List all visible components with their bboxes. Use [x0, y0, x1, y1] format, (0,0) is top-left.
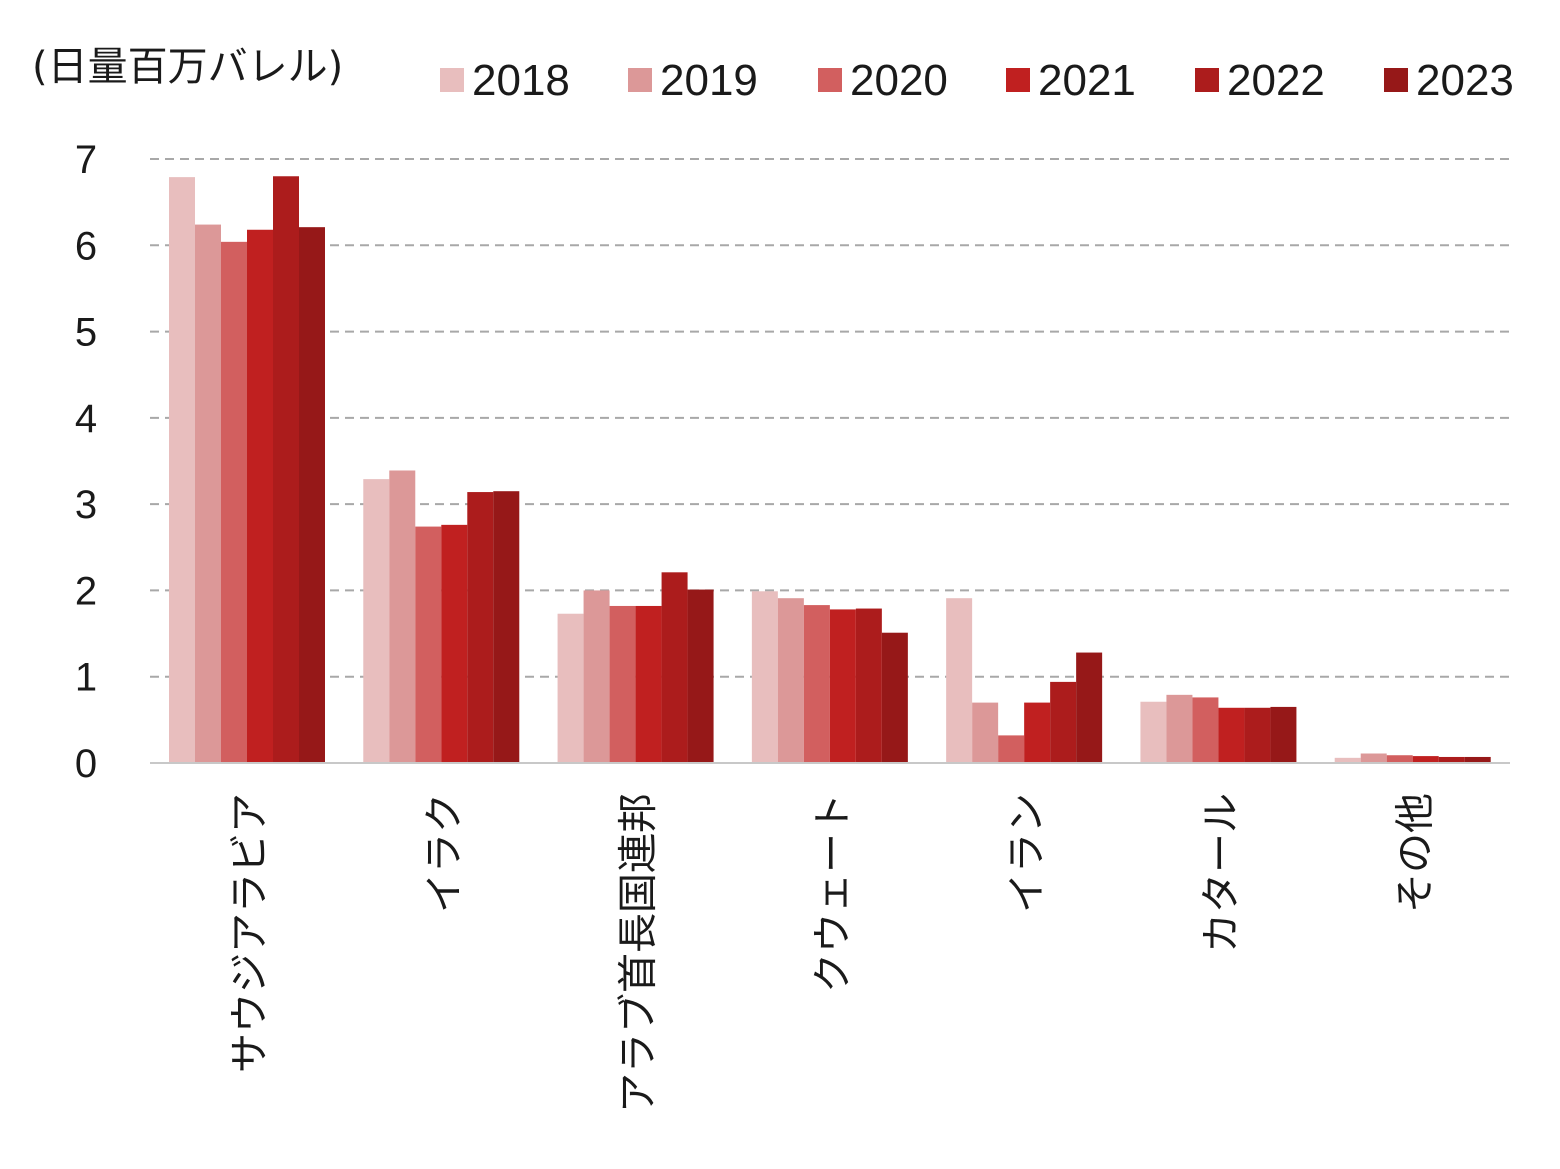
legend-swatch — [440, 68, 464, 92]
bar[interactable] — [583, 590, 610, 763]
bar[interactable] — [751, 591, 778, 763]
bar[interactable] — [1334, 757, 1361, 763]
bar[interactable] — [1438, 756, 1465, 763]
bar[interactable] — [1192, 697, 1219, 763]
bar[interactable] — [169, 177, 195, 763]
x-category-label: アラブ首長国連邦 — [616, 793, 662, 1113]
bar[interactable] — [195, 224, 221, 763]
bar[interactable] — [1140, 701, 1167, 763]
legend-label: 2022 — [1227, 56, 1325, 105]
legend-swatch — [1384, 68, 1408, 92]
y-tick-label: 0 — [75, 742, 97, 786]
legend-swatch — [628, 68, 652, 92]
bar[interactable] — [1050, 681, 1077, 763]
x-category-label: サウジアラビア — [227, 793, 273, 1073]
bar[interactable] — [1166, 694, 1193, 763]
bar[interactable] — [557, 613, 584, 763]
y-tick-label: 5 — [75, 311, 97, 355]
bar[interactable] — [1218, 707, 1245, 763]
bar[interactable] — [1076, 652, 1103, 763]
bar[interactable] — [1244, 707, 1271, 763]
bar[interactable] — [998, 735, 1025, 763]
bar[interactable] — [881, 632, 908, 763]
bar[interactable] — [855, 608, 882, 763]
legend-swatch — [1006, 68, 1030, 92]
y-tick-label: 3 — [75, 483, 97, 527]
legend-label: 2021 — [1038, 56, 1136, 105]
bar[interactable] — [1386, 755, 1413, 763]
bar[interactable] — [661, 572, 688, 763]
bar[interactable] — [493, 491, 520, 763]
bar[interactable] — [299, 227, 325, 763]
y-tick-label: 1 — [75, 656, 97, 700]
x-category-label: イラン — [1004, 793, 1050, 913]
bar[interactable] — [777, 598, 804, 763]
bar[interactable] — [635, 605, 662, 763]
x-category-label: イラク — [421, 793, 467, 913]
bar[interactable] — [441, 524, 468, 763]
y-tick-label: 4 — [75, 397, 97, 441]
bar[interactable] — [221, 241, 247, 763]
legend-label: 2020 — [850, 56, 948, 105]
bar[interactable] — [273, 176, 299, 763]
bar[interactable] — [946, 598, 973, 763]
legend-label: 2019 — [660, 56, 758, 105]
bar[interactable] — [1270, 706, 1297, 763]
y-axis-unit-label: (日量百万バレル) — [32, 44, 344, 90]
bar[interactable] — [415, 526, 442, 763]
x-category-label: カタール — [1198, 793, 1244, 953]
bar[interactable] — [1360, 753, 1387, 763]
bar[interactable] — [803, 605, 830, 763]
bar[interactable] — [389, 470, 416, 763]
legend-label: 2018 — [472, 56, 570, 105]
bar[interactable] — [1412, 756, 1439, 763]
legend-label: 2023 — [1416, 56, 1514, 105]
bar[interactable] — [1024, 702, 1051, 763]
bar[interactable] — [363, 479, 390, 763]
bar[interactable] — [1464, 756, 1491, 763]
legend-swatch — [1195, 68, 1219, 92]
x-category-label: クウェート — [810, 793, 856, 993]
bar[interactable] — [972, 702, 999, 763]
y-tick-label: 7 — [75, 138, 97, 182]
y-tick-label: 2 — [75, 569, 97, 613]
legend-swatch — [818, 68, 842, 92]
bar[interactable] — [609, 605, 636, 763]
y-tick-label: 6 — [75, 224, 97, 268]
bar[interactable] — [247, 229, 273, 764]
bar[interactable] — [687, 589, 714, 763]
bar[interactable] — [467, 492, 494, 763]
x-category-label: その他 — [1393, 793, 1439, 913]
bar[interactable] — [829, 609, 856, 763]
